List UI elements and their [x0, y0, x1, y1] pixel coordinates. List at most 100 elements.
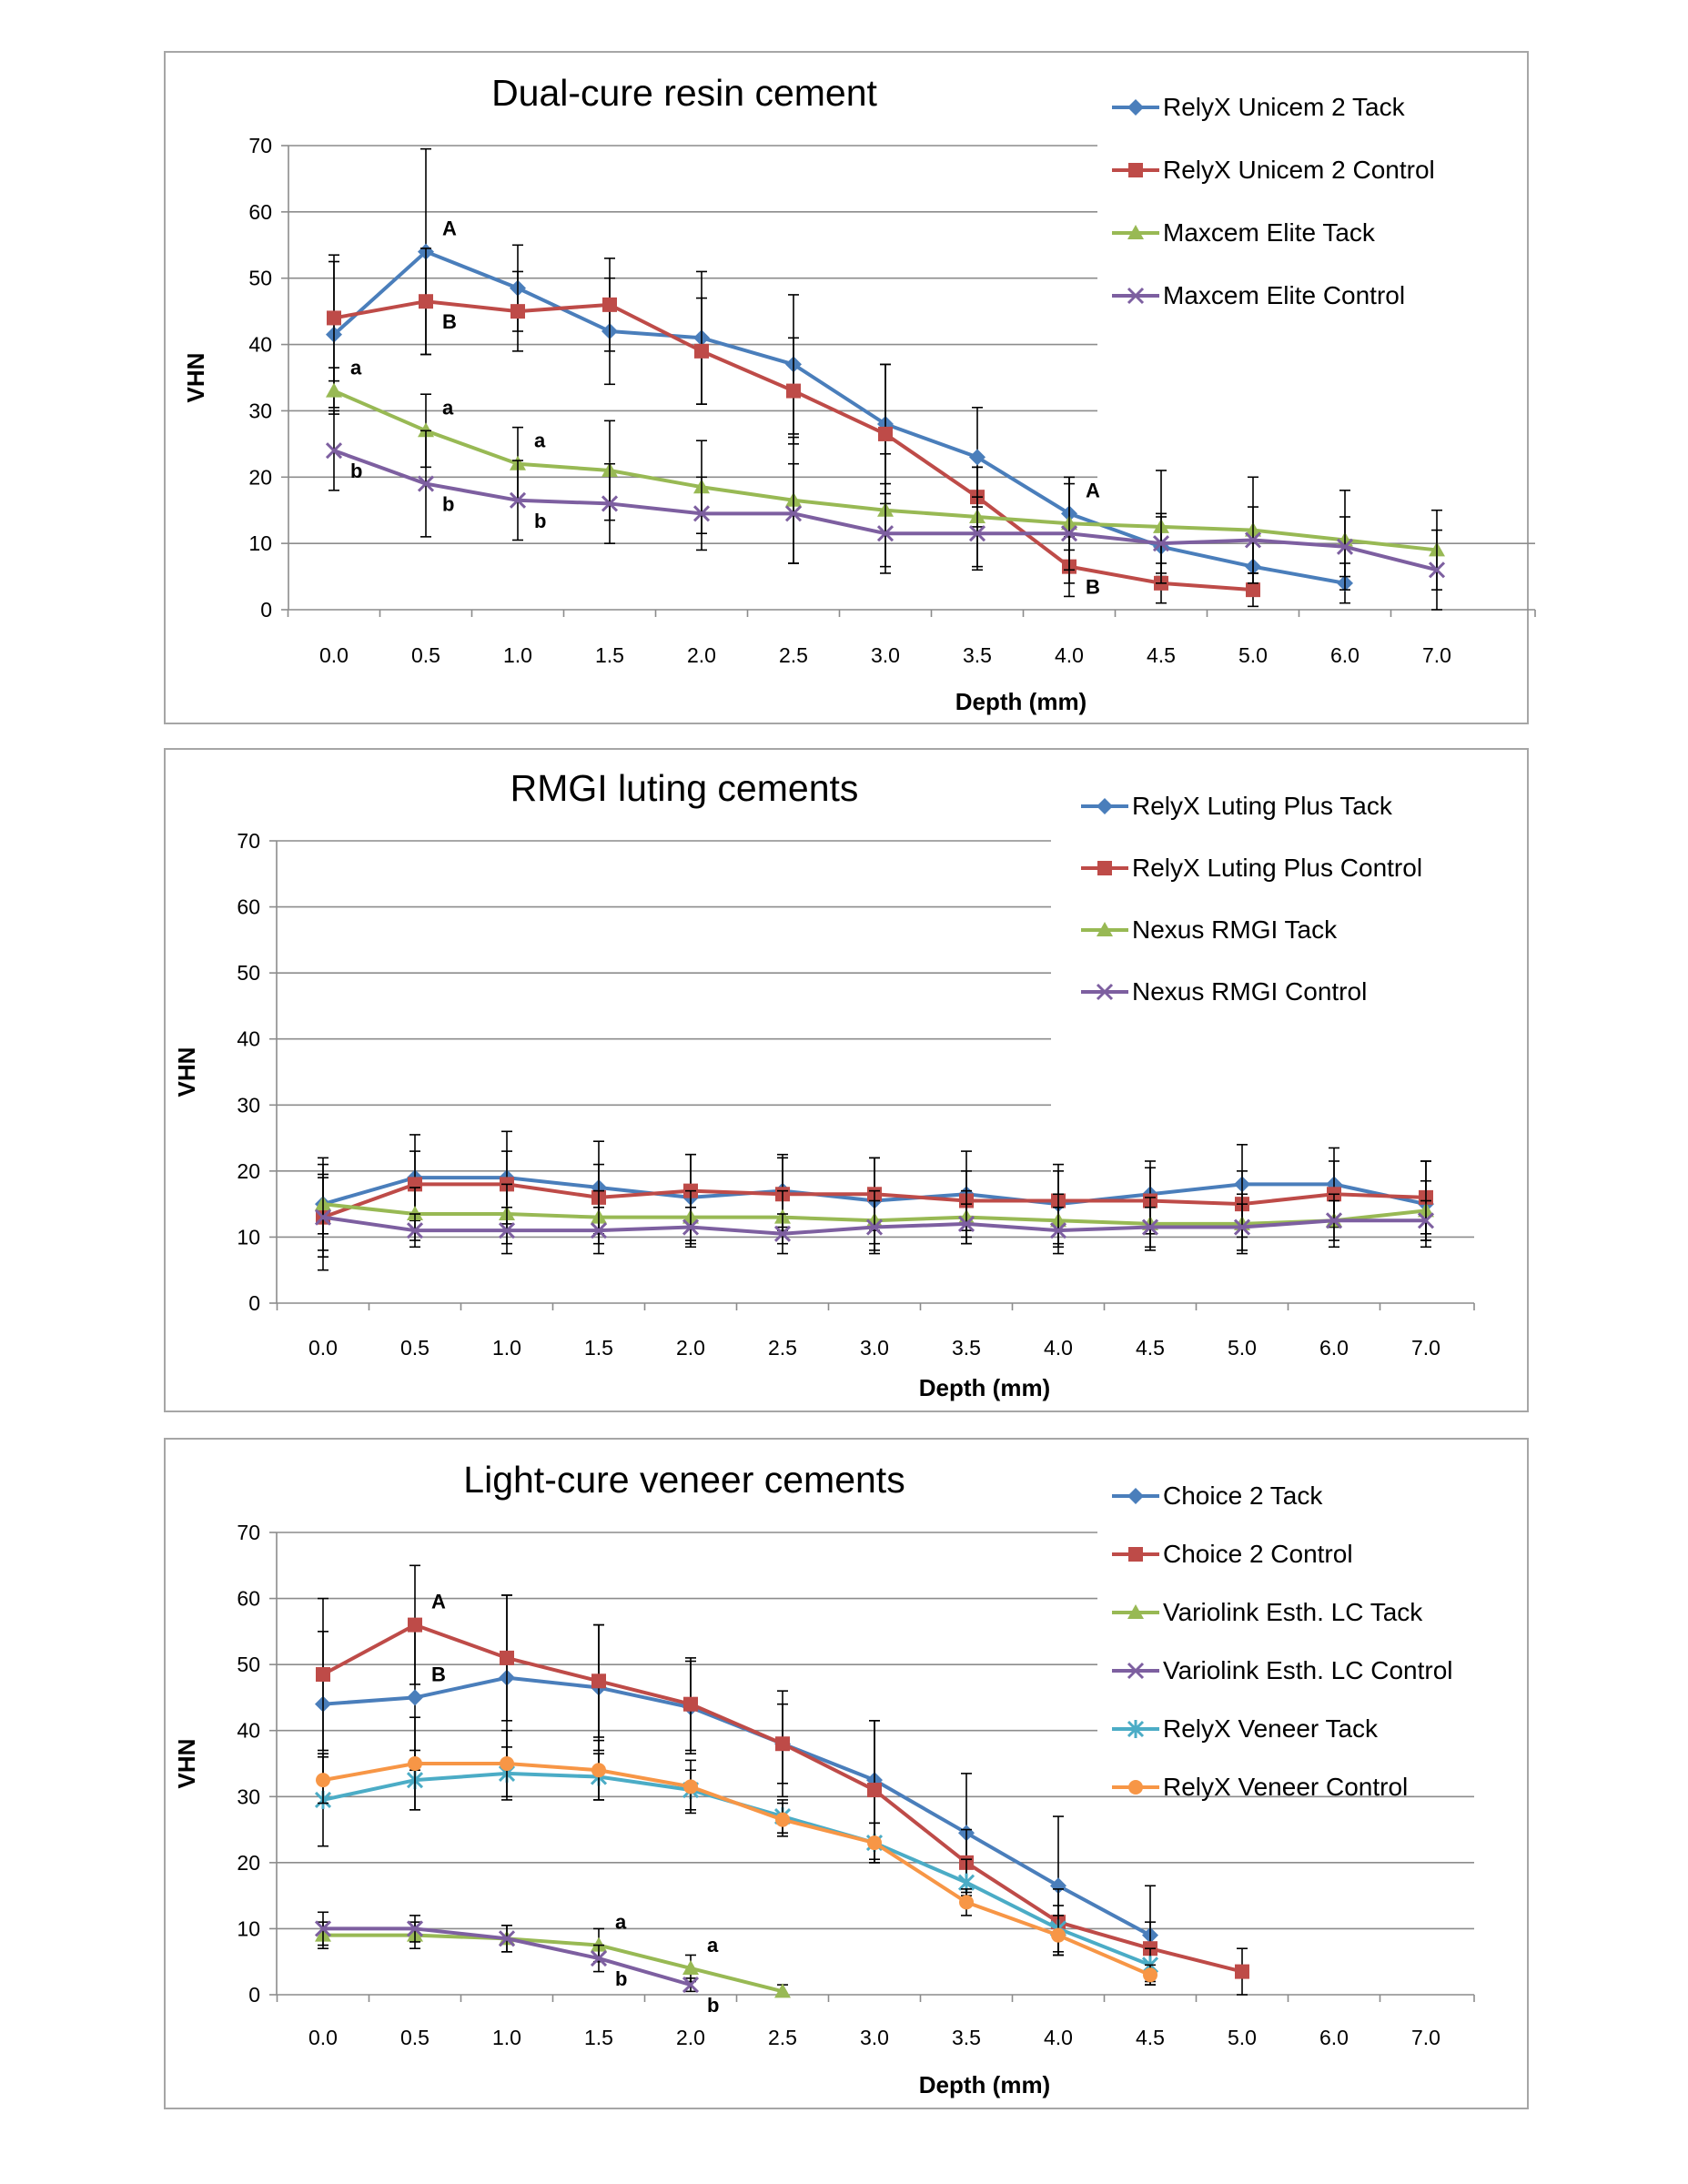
y-tick-label: 0 — [248, 1983, 260, 2007]
significance-label: b — [707, 1994, 719, 2017]
x-tick-label: 6.0 — [1330, 643, 1359, 667]
data-point — [316, 1667, 330, 1683]
y-tick-label: 20 — [248, 465, 272, 489]
chart-panel-rmgi: 0 10 20 30 40 50 60 70 0.0 0.5 1.0 1.5 2.0 2.5 3.0 3.5 4… — [164, 748, 1529, 1412]
legend-label: RelyX Veneer Tack — [1163, 1714, 1379, 1743]
x-tick-label: 3.5 — [963, 643, 992, 667]
significance-label: A — [1086, 479, 1100, 501]
legend-label: RelyX Veneer Control — [1163, 1773, 1408, 1801]
data-point — [683, 1696, 698, 1712]
legend-marker — [1127, 1488, 1144, 1504]
x-tick-label: 5.0 — [1238, 643, 1268, 667]
significance-label: a — [350, 357, 362, 379]
legend-label: Choice 2 Tack — [1163, 1481, 1323, 1510]
axes: 0 10 20 30 40 50 60 70 0.0 0.5 1.0 1.5 2.0 2.5 3.0 3.5 4… — [237, 829, 1475, 1360]
legend-marker — [1127, 1662, 1145, 1680]
gridlines — [277, 1532, 1474, 1930]
data-point — [692, 505, 711, 522]
legend-item-relyx-veneer-tack: RelyX Veneer Tack — [1112, 1714, 1379, 1743]
y-tick-label: 60 — [248, 200, 272, 224]
data-point — [601, 495, 619, 512]
data-point — [325, 442, 343, 460]
significance-label: a — [534, 430, 546, 452]
data-point — [1143, 1967, 1157, 1983]
legend-item-nexus-rmgi-control: Nexus RMGI Control — [1081, 977, 1367, 1006]
data-point — [1336, 538, 1354, 555]
y-tick-label: 20 — [237, 1159, 260, 1183]
y-tick-label: 0 — [248, 1291, 260, 1315]
legend-label: Choice 2 Control — [1163, 1540, 1353, 1568]
data-point — [1051, 1927, 1066, 1943]
data-point — [314, 1208, 332, 1226]
legend-label: RelyX Unicem 2 Tack — [1163, 93, 1406, 121]
series-variolink-esth-lc-tack — [315, 1921, 791, 1998]
legend-marker — [1127, 1720, 1145, 1738]
data-point — [1152, 535, 1170, 552]
series-maxcem-elite-control — [325, 410, 1446, 611]
legend-label: Maxcem Elite Control — [1163, 281, 1405, 309]
series-choice-2-control — [316, 1564, 1249, 1996]
x-tick-label: 0.0 — [319, 643, 349, 667]
x-tick-label: 0.5 — [400, 1336, 430, 1360]
data-point — [316, 1773, 330, 1788]
chart-dual-cure: 0 10 20 30 40 50 60 70 0.0 0.5 1.0 1.5 2.0 2.5 3.0 3.5 4… — [182, 72, 1536, 715]
y-tick-label: 40 — [237, 1027, 260, 1051]
significance-label: B — [431, 1663, 446, 1685]
data-point — [1246, 582, 1260, 598]
y-tick-label: 30 — [248, 399, 272, 422]
data-point — [510, 304, 525, 319]
legend-label: Nexus RMGI Control — [1132, 977, 1367, 1006]
legend-item-relyx-luting-plus-tack: RelyX Luting Plus Tack — [1081, 792, 1393, 820]
data-point — [682, 1977, 700, 1994]
data-point — [694, 343, 709, 359]
data-point — [867, 1783, 882, 1798]
axes: 0 10 20 30 40 50 60 70 0.0 0.5 1.0 1.5 2.0 2.5 3.0 3.5 4… — [248, 134, 1536, 667]
data-point — [969, 449, 986, 466]
x-axis-label: Depth (mm) — [955, 688, 1087, 715]
x-tick-label: 6.0 — [1319, 2026, 1349, 2049]
y-axis-label: VHN — [182, 353, 209, 403]
data-point — [1428, 561, 1446, 579]
x-tick-label: 4.5 — [1136, 1336, 1165, 1360]
data-point — [406, 1222, 424, 1239]
legend-label: RelyX Luting Plus Control — [1132, 854, 1422, 882]
series-relyx-unicem-2-tack — [326, 147, 1353, 604]
data-point — [876, 525, 895, 542]
data-point — [1233, 1218, 1251, 1236]
data-point — [784, 505, 803, 522]
x-tick-label: 4.0 — [1044, 1336, 1073, 1360]
legend-item-variolink-esth-lc-tack: Variolink Esth. LC Tack — [1112, 1598, 1423, 1626]
x-tick-label: 0.0 — [308, 1336, 338, 1360]
x-tick-label: 5.0 — [1228, 2026, 1257, 2049]
data-point — [865, 1218, 884, 1236]
data-point — [968, 525, 986, 542]
data-point — [418, 422, 434, 438]
data-point — [500, 1650, 514, 1665]
data-point — [590, 1950, 608, 1967]
legend-marker — [1127, 99, 1144, 116]
data-point — [500, 1756, 514, 1771]
legend: RelyX Luting Plus Tack RelyX Luting Plus … — [1081, 792, 1422, 1006]
x-tick-label: 2.5 — [779, 643, 808, 667]
legend-label: Nexus RMGI Tack — [1132, 915, 1338, 944]
significance-label: B — [442, 310, 457, 333]
axes: 0 10 20 30 40 50 60 70 0.0 0.5 1.0 1.5 2.0 2.5 3.0 3.5 4… — [237, 1521, 1475, 2049]
data-point — [773, 1225, 792, 1242]
y-tick-label: 50 — [248, 267, 272, 290]
y-tick-label: 60 — [237, 895, 260, 919]
chart-panel-light-cure: 0 10 20 30 40 50 60 70 0.0 0.5 1.0 1.5 2.0 2.5 3.0 3.5 4… — [164, 1438, 1529, 2109]
x-tick-label: 6.0 — [1319, 1336, 1349, 1360]
series-relyx-veneer-control — [316, 1716, 1157, 1986]
significance-label: a — [707, 1934, 719, 1956]
data-point — [959, 1895, 974, 1910]
y-tick-label: 70 — [237, 829, 260, 853]
y-tick-label: 0 — [260, 598, 272, 622]
data-point — [408, 1756, 422, 1771]
x-tick-label: 2.0 — [676, 1336, 705, 1360]
x-tick-label: 3.0 — [860, 2026, 889, 2049]
data-point — [326, 382, 342, 398]
legend-marker — [1127, 1604, 1144, 1619]
data-point — [314, 1920, 332, 1937]
x-tick-label: 1.0 — [503, 643, 532, 667]
legend: Choice 2 Tack Choice 2 Control Variolink E… — [1112, 1481, 1453, 1801]
